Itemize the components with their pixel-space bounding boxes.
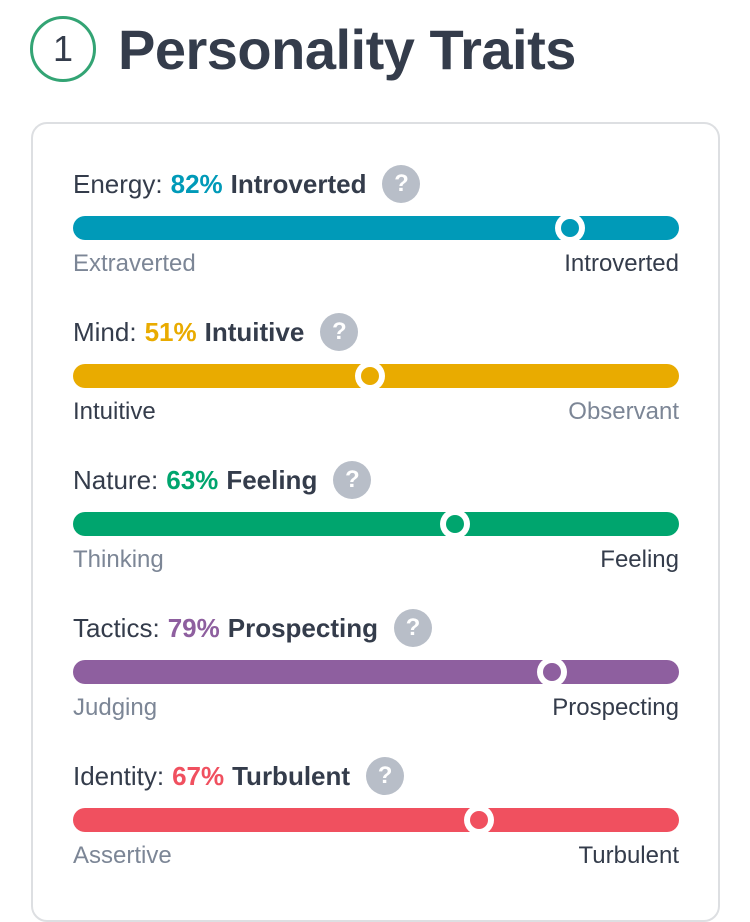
help-icon[interactable]: ? xyxy=(393,609,432,647)
trait-slider-knob[interactable] xyxy=(439,509,470,539)
left-pole-label: Thinking xyxy=(73,546,164,573)
trait-percent: 63% xyxy=(166,464,219,495)
trait-slider-knob[interactable] xyxy=(554,213,585,243)
trait-label: Mind: xyxy=(73,316,137,347)
left-pole-label: Assertive xyxy=(73,842,172,869)
left-pole-label: Judging xyxy=(73,694,158,721)
trait-label: Energy: xyxy=(73,168,163,199)
trait-bar xyxy=(73,657,679,687)
trait-percent: 79% xyxy=(167,612,220,643)
trait-nature: Nature: 63% Feeling ? Thinking Feeling xyxy=(73,460,679,574)
help-icon[interactable]: ? xyxy=(366,757,405,795)
trait-energy: Energy: 82% Introverted ? Extraverted In… xyxy=(73,164,679,278)
trait-bar xyxy=(73,509,679,539)
trait-identity: Identity: 67% Turbulent ? Assertive Turb… xyxy=(73,756,679,870)
trait-percent: 67% xyxy=(172,760,225,791)
step-number-badge: 1 xyxy=(30,16,96,82)
page-title: Personality Traits xyxy=(118,17,576,81)
trait-name: Feeling xyxy=(226,464,318,495)
trait-mind: Mind: 51% Intuitive ? Intuitive Observan… xyxy=(73,312,679,426)
right-pole-label: Introverted xyxy=(564,250,679,277)
traits-card: Energy: 82% Introverted ? Extraverted In… xyxy=(31,122,720,922)
trait-bar xyxy=(73,805,679,835)
trait-slider-knob[interactable] xyxy=(536,657,567,687)
trait-percent: 51% xyxy=(144,316,197,347)
trait-bar xyxy=(73,213,679,243)
trait-bar xyxy=(73,361,679,391)
trait-name: Turbulent xyxy=(232,760,351,791)
section-header: 1 Personality Traits xyxy=(30,14,576,84)
right-pole-label: Turbulent xyxy=(578,842,680,869)
trait-name: Intuitive xyxy=(204,316,305,347)
left-pole-label: Extraverted xyxy=(73,250,196,277)
trait-name: Prospecting xyxy=(227,612,378,643)
trait-name: Introverted xyxy=(230,168,367,199)
right-pole-label: Observant xyxy=(568,398,679,425)
help-icon[interactable]: ? xyxy=(320,313,359,351)
help-icon[interactable]: ? xyxy=(382,165,421,203)
trait-label: Identity: xyxy=(73,760,165,791)
help-icon[interactable]: ? xyxy=(333,461,372,499)
trait-percent: 82% xyxy=(170,168,223,199)
trait-slider-knob[interactable] xyxy=(354,361,385,391)
left-pole-label: Intuitive xyxy=(73,398,156,425)
trait-label: Nature: xyxy=(73,464,159,495)
right-pole-label: Feeling xyxy=(600,546,679,573)
trait-label: Tactics: xyxy=(73,612,160,643)
trait-tactics: Tactics: 79% Prospecting ? Judging Prosp… xyxy=(73,608,679,722)
trait-slider-knob[interactable] xyxy=(464,805,495,835)
right-pole-label: Prospecting xyxy=(552,694,679,721)
